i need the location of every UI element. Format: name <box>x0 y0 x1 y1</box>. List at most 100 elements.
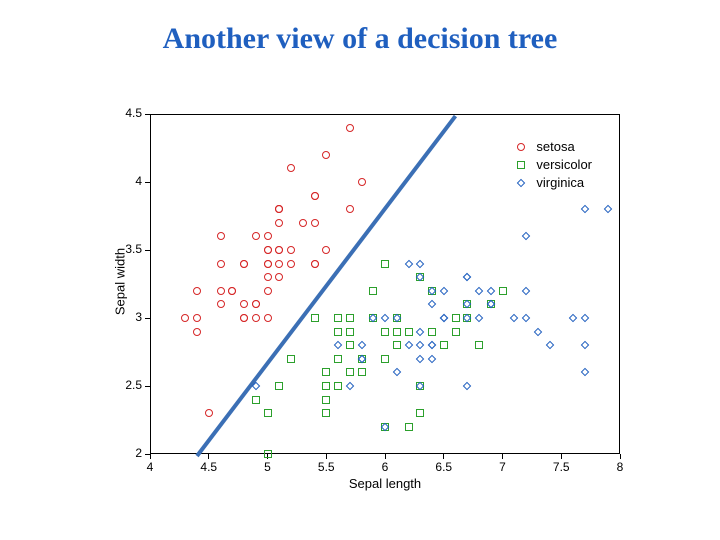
data-point-versicolor <box>334 328 342 336</box>
data-point-setosa <box>264 260 272 268</box>
data-point-setosa <box>240 300 248 308</box>
data-point-virginica <box>428 355 436 363</box>
data-point-virginica <box>416 355 424 363</box>
data-point-virginica <box>428 300 436 308</box>
data-point-setosa <box>311 260 319 268</box>
x-tick <box>326 454 327 459</box>
data-point-setosa <box>264 287 272 295</box>
data-point-setosa <box>217 300 225 308</box>
data-point-setosa <box>264 246 272 254</box>
x-tick-label: 4 <box>135 460 165 474</box>
data-point-setosa <box>181 314 189 322</box>
data-point-versicolor <box>334 314 342 322</box>
data-point-setosa <box>228 287 236 295</box>
axis-border <box>619 114 620 454</box>
data-point-setosa <box>275 273 283 281</box>
data-point-versicolor <box>428 328 436 336</box>
data-point-setosa <box>275 246 283 254</box>
data-point-virginica <box>510 314 518 322</box>
x-tick <box>620 454 621 459</box>
legend-label: setosa <box>536 138 574 156</box>
data-point-setosa <box>264 314 272 322</box>
data-point-setosa <box>275 205 283 213</box>
x-tick-label: 7.5 <box>546 460 576 474</box>
data-point-versicolor <box>393 328 401 336</box>
data-point-versicolor <box>452 314 460 322</box>
x-axis-label: Sepal length <box>150 476 620 491</box>
data-point-virginica <box>463 382 471 390</box>
data-point-virginica <box>581 341 589 349</box>
y-tick <box>145 250 150 251</box>
data-point-virginica <box>346 382 354 390</box>
data-point-versicolor <box>381 355 389 363</box>
data-point-virginica <box>357 341 365 349</box>
y-tick-label: 2.5 <box>112 378 142 392</box>
data-point-versicolor <box>358 368 366 376</box>
y-tick-label: 2 <box>112 446 142 460</box>
data-point-virginica <box>381 314 389 322</box>
data-point-setosa <box>346 205 354 213</box>
data-point-setosa <box>287 164 295 172</box>
y-tick <box>145 318 150 319</box>
data-point-virginica <box>404 259 412 267</box>
x-tick-label: 6 <box>370 460 400 474</box>
data-point-versicolor <box>381 328 389 336</box>
data-point-versicolor <box>381 260 389 268</box>
legend-label: virginica <box>536 174 584 192</box>
data-point-virginica <box>475 314 483 322</box>
data-point-versicolor <box>287 355 295 363</box>
y-tick-label: 4 <box>112 174 142 188</box>
data-point-virginica <box>463 273 471 281</box>
data-point-versicolor <box>334 355 342 363</box>
data-point-virginica <box>604 205 612 213</box>
legend-marker-virginica <box>514 176 528 190</box>
data-point-versicolor <box>416 409 424 417</box>
data-point-setosa <box>358 178 366 186</box>
data-point-virginica <box>522 314 530 322</box>
data-point-setosa <box>311 192 319 200</box>
data-point-setosa <box>240 314 248 322</box>
data-point-setosa <box>275 260 283 268</box>
x-tick-label: 8 <box>605 460 635 474</box>
data-point-versicolor <box>499 287 507 295</box>
y-tick-label: 4.5 <box>112 106 142 120</box>
data-point-versicolor <box>334 382 342 390</box>
data-point-versicolor <box>322 382 330 390</box>
axis-border <box>150 114 151 454</box>
data-point-virginica <box>428 341 436 349</box>
data-point-versicolor <box>393 341 401 349</box>
data-point-versicolor <box>369 287 377 295</box>
data-point-virginica <box>416 259 424 267</box>
data-point-setosa <box>275 219 283 227</box>
data-point-versicolor <box>252 396 260 404</box>
data-point-virginica <box>404 341 412 349</box>
plot-area: 44.555.566.577.5822.533.544.5Sepal lengt… <box>150 114 620 454</box>
data-point-setosa <box>193 287 201 295</box>
data-point-versicolor <box>405 423 413 431</box>
data-point-versicolor <box>405 328 413 336</box>
x-tick <box>561 454 562 459</box>
y-tick <box>145 182 150 183</box>
data-point-setosa <box>311 219 319 227</box>
data-point-versicolor <box>452 328 460 336</box>
y-tick <box>145 454 150 455</box>
y-tick <box>145 114 150 115</box>
data-point-virginica <box>334 341 342 349</box>
x-tick <box>502 454 503 459</box>
decision-boundary-line <box>195 115 457 457</box>
legend-item-virginica: virginica <box>514 174 592 192</box>
data-point-virginica <box>522 287 530 295</box>
legend-marker-versicolor <box>514 158 528 172</box>
x-tick-label: 6.5 <box>429 460 459 474</box>
data-point-setosa <box>193 314 201 322</box>
x-tick-label: 7 <box>488 460 518 474</box>
axis-border <box>150 114 620 115</box>
data-point-virginica <box>393 368 401 376</box>
data-point-setosa <box>322 246 330 254</box>
data-point-versicolor <box>264 409 272 417</box>
data-point-setosa <box>252 232 260 240</box>
data-point-versicolor <box>346 368 354 376</box>
data-point-virginica <box>581 368 589 376</box>
legend-item-setosa: setosa <box>514 138 592 156</box>
legend-label: versicolor <box>536 156 592 174</box>
